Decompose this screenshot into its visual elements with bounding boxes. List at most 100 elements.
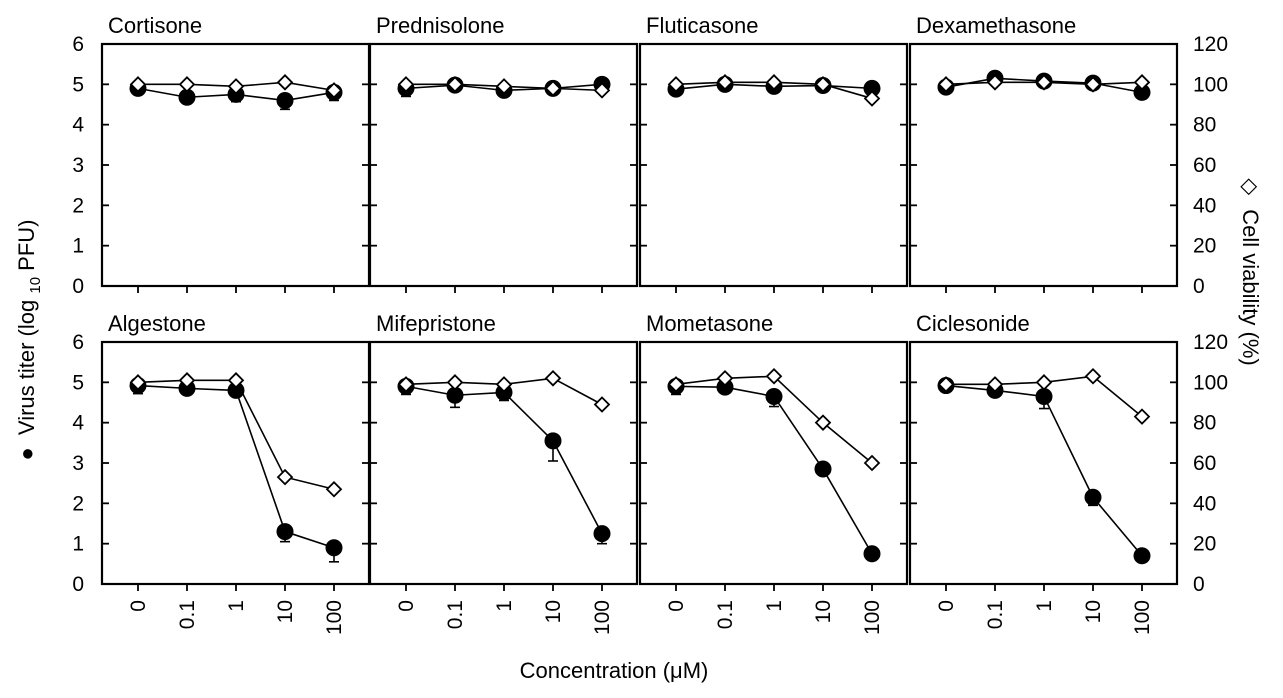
virus-titer-point: [326, 540, 342, 556]
virus-titer-line: [406, 386, 602, 533]
virus-titer-line: [138, 386, 334, 548]
cell-viability-point: [448, 375, 462, 389]
x-tick-label: 0.1: [176, 600, 199, 629]
left-y-tick-label: 2: [72, 194, 84, 217]
right-y-tick-label: 0: [1193, 275, 1205, 298]
x-axis-title: Concentration (μM): [520, 658, 709, 683]
cell-viability-point: [278, 470, 292, 484]
left-y-tick-label: 0: [72, 275, 84, 298]
cell-viability-point: [278, 75, 292, 89]
x-tick-label: 1: [493, 600, 516, 612]
right-y-tick-label: 40: [1193, 194, 1216, 217]
cell-viability-point: [546, 371, 560, 385]
panel-title: Algestone: [108, 311, 206, 336]
panel-dexamethasone: Dexamethasone 0 20 40 60 80 100 120: [910, 13, 1228, 298]
right-y-tick-label: 20: [1193, 533, 1216, 556]
x-tick-label: 0.1: [444, 600, 467, 629]
right-y-tick-label: 100: [1193, 73, 1228, 96]
panel-ciclesonide: Ciclesonide 0 20 40 60 80 100 120 0 0.1 1 10 100: [910, 311, 1228, 635]
left-y-tick-label: 2: [72, 492, 84, 515]
left-y-tick-label: 5: [72, 73, 84, 96]
panel-title: Cortisone: [108, 13, 202, 38]
panel-mometasone: Mometasone 0 0.1 1 10 100: [640, 311, 907, 635]
x-tick-label: 10: [1082, 600, 1105, 623]
panel-prednisolone: Prednisolone: [370, 13, 637, 293]
left-axis-legend-symbol: ●: [14, 447, 39, 460]
x-tick-label: 1: [763, 600, 786, 612]
right-y-tick-label: 40: [1193, 492, 1216, 515]
cell-viability-point: [595, 398, 609, 412]
right-y-tick-label: 100: [1193, 371, 1228, 394]
right-axis-legend-symbol: ◇: [1238, 178, 1263, 195]
right-y-tick-label: 60: [1193, 452, 1216, 475]
left-y-tick-label: 6: [72, 33, 84, 56]
virus-titer-point: [1085, 489, 1101, 505]
virus-titer-point: [1134, 548, 1150, 564]
right-y-tick-label: 80: [1193, 412, 1216, 435]
right-y-tick-label: 80: [1193, 114, 1216, 137]
virus-titer-point: [277, 92, 293, 108]
virus-titer-point: [277, 524, 293, 540]
x-tick-label: 100: [323, 600, 346, 635]
right-y-tick-label: 60: [1193, 154, 1216, 177]
cell-viability-point: [180, 77, 194, 91]
x-tick-label: 0: [665, 600, 688, 612]
panel-title: Ciclesonide: [916, 311, 1030, 336]
x-tick-label: 100: [861, 600, 884, 635]
left-y-tick-label: 0: [72, 573, 84, 596]
left-y-tick-label: 1: [72, 235, 84, 258]
left-y-tick-label: 5: [72, 371, 84, 394]
left-y-tick-label: 1: [72, 533, 84, 556]
virus-titer-point: [815, 461, 831, 477]
left-y-tick-label: 6: [72, 331, 84, 354]
x-tick-label: 1: [1033, 600, 1056, 612]
panel-title: Dexamethasone: [916, 13, 1076, 38]
panel-title: Prednisolone: [376, 13, 504, 38]
x-tick-label: 0: [395, 600, 418, 612]
virus-titer-point: [1036, 388, 1052, 404]
panel-cortisone: Cortisone 0 1 2 3 4 5 6: [72, 13, 369, 298]
right-axis-title: ◇ Cell viability (%): [1238, 178, 1263, 366]
left-axis-title: ● Virus titer (log 10 PFU): [14, 220, 45, 461]
x-tick-label: 0.1: [714, 600, 737, 629]
panel-title: Mifepristone: [376, 311, 496, 336]
panel-title: Fluticasone: [646, 13, 759, 38]
right-axis-title-text: Cell viability (%): [1238, 209, 1263, 365]
x-tick-label: 100: [1131, 600, 1154, 635]
cell-viability-point: [327, 482, 341, 496]
x-tick-label: 0.1: [984, 600, 1007, 629]
cell-viability-point: [1037, 375, 1051, 389]
virus-titer-line: [946, 386, 1142, 556]
virus-titer-point: [864, 546, 880, 562]
left-y-tick-label: 4: [72, 412, 84, 435]
panels-group: Cortisone 0 1 2 3 4 5 6 Prednisolone Fluticasone D…: [72, 13, 1228, 635]
right-axis-title-group: ◇ Cell viability (%): [1238, 178, 1263, 366]
left-axis-title-group: ● Virus titer (log 10 PFU): [14, 220, 45, 461]
virus-titer-point: [766, 388, 782, 404]
x-tick-label: 10: [274, 600, 297, 623]
left-axis-title-prefix: Virus titer (log: [14, 300, 39, 435]
right-y-tick-label: 20: [1193, 235, 1216, 258]
left-y-tick-label: 3: [72, 154, 84, 177]
x-tick-label: 0: [127, 600, 150, 612]
panel-title: Mometasone: [646, 311, 773, 336]
virus-titer-point: [594, 526, 610, 542]
panel-algestone: Algestone 0 1 2 3 4 5 6 0 0.1 1 10 100: [72, 311, 369, 635]
right-y-tick-label: 120: [1193, 33, 1228, 56]
x-tick-label: 100: [591, 600, 614, 635]
virus-titer-point: [545, 433, 561, 449]
right-y-tick-label: 120: [1193, 331, 1228, 354]
x-tick-label: 10: [542, 600, 565, 623]
panel-mifepristone: Mifepristone 0 0.1 1 10 100: [370, 311, 637, 635]
virus-titer-line: [676, 386, 872, 553]
left-axis-title-suffix: PFU): [14, 220, 39, 271]
right-y-tick-label: 0: [1193, 573, 1205, 596]
left-axis-title-subscript: 10: [27, 277, 44, 294]
left-y-tick-label: 4: [72, 114, 84, 137]
x-tick-label: 0: [935, 600, 958, 612]
left-y-tick-label: 3: [72, 452, 84, 475]
panel-fluticasone: Fluticasone: [640, 13, 907, 293]
x-tick-label: 1: [225, 600, 248, 612]
x-tick-label: 10: [812, 600, 835, 623]
